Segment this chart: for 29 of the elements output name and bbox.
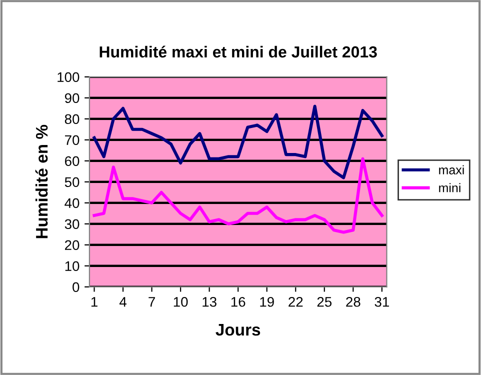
y-tick-label: 30 <box>64 219 80 230</box>
x-tick-label: 13 <box>202 296 216 307</box>
y-tick-label: 50 <box>64 177 80 188</box>
y-tick-label: 90 <box>64 93 80 104</box>
x-tick-label: 7 <box>148 297 155 307</box>
legend-label: maxi <box>439 165 464 174</box>
y-tick-label: 10 <box>65 261 80 272</box>
x-tick-label: 1 <box>91 297 98 307</box>
y-tick-label: 20 <box>64 240 80 250</box>
line-series <box>92 157 384 234</box>
x-tick-label: 25 <box>317 296 332 307</box>
x-tick-label: 22 <box>288 296 303 307</box>
y-tick-label: 80 <box>64 114 80 124</box>
y-tick-label: 100 <box>58 72 80 82</box>
y-tick-label: 0 <box>72 282 80 292</box>
chart-title: Humidité maxi et mini de Juillet 2013 <box>100 46 377 58</box>
x-tick-label: 31 <box>374 296 389 307</box>
x-tick-label: 4 <box>119 297 126 307</box>
x-tick-label: 10 <box>174 296 188 307</box>
x-tick-label: 19 <box>260 296 274 307</box>
x-axis-title: Jours <box>216 324 260 336</box>
x-tick-label: 28 <box>346 296 360 307</box>
x-tick-label: 16 <box>231 296 246 307</box>
legend-label: mini <box>439 183 460 192</box>
y-tick-label: 70 <box>65 135 80 146</box>
y-tick-label: 60 <box>65 156 80 166</box>
y-axis-title: Humidité en % <box>35 124 48 238</box>
line-series <box>92 104 384 180</box>
y-tick-label: 40 <box>64 198 80 208</box>
